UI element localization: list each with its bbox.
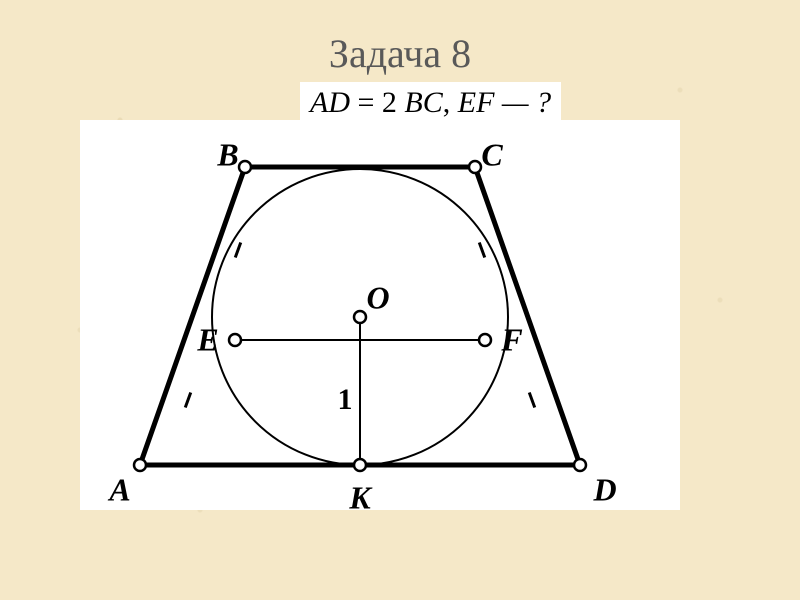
point-label-C: C bbox=[481, 137, 502, 174]
cond-rhs: EF — ? bbox=[458, 86, 551, 119]
problem-condition: AD = 2 BC, EF — ? bbox=[300, 82, 561, 124]
segment-length-label: 1 bbox=[338, 383, 353, 417]
diagram-panel: ABCDEFOK1 bbox=[80, 120, 680, 510]
point-label-K: K bbox=[349, 480, 370, 517]
point-label-O: O bbox=[366, 280, 389, 317]
point-label-A: A bbox=[109, 472, 130, 509]
point-label-E: E bbox=[197, 322, 218, 359]
cond-eq: = 2 bbox=[358, 86, 397, 119]
cond-mid: BC bbox=[404, 86, 442, 119]
point-label-F: F bbox=[501, 322, 522, 359]
point-label-B: B bbox=[217, 137, 238, 174]
page-title: Задача 8 bbox=[0, 30, 800, 77]
cond-lhs: AD bbox=[310, 86, 350, 119]
point-label-D: D bbox=[593, 472, 616, 509]
